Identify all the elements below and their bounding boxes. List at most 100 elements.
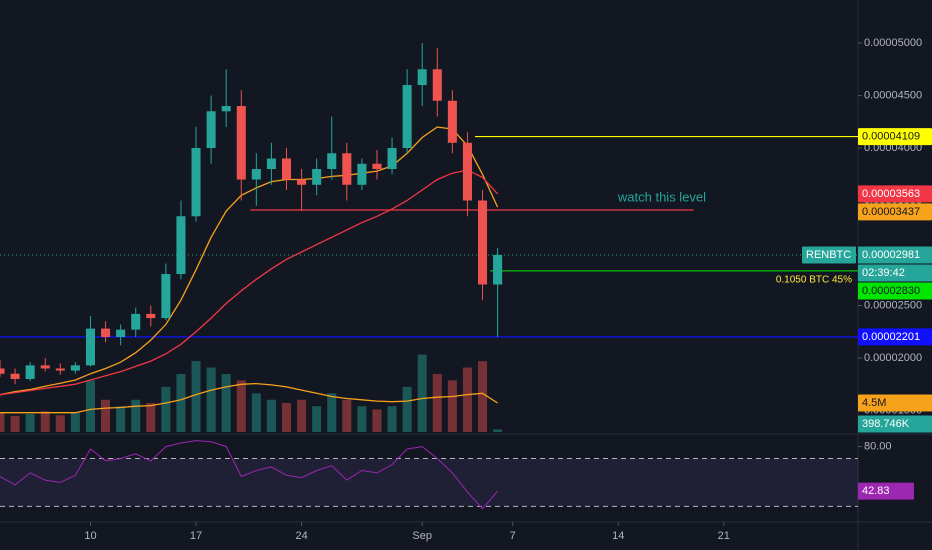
volume-bar [372, 409, 382, 432]
x-tick-label: 17 [190, 530, 202, 542]
candle-body [387, 148, 397, 170]
countdown-label-box [858, 264, 932, 282]
candle-body [236, 106, 246, 180]
candle-body [493, 255, 503, 285]
volume-bar [387, 406, 397, 432]
position-label-box [858, 282, 932, 300]
volume-bar [327, 393, 337, 432]
candle-body [327, 153, 337, 170]
candle-body [116, 329, 126, 337]
volume-ma-label: 4.5M [862, 397, 886, 409]
moving-average [0, 126, 499, 396]
volume-bar [447, 380, 457, 432]
y-tick-label: 0.00005000 [864, 37, 922, 49]
volume-bar [70, 412, 80, 432]
volume-bar [85, 380, 95, 432]
symbol-label-box [802, 246, 856, 264]
volume-bar [281, 402, 292, 432]
volume-bar [417, 354, 427, 432]
line-label: 0.00004109 [862, 130, 920, 142]
volume-bar [191, 361, 201, 432]
candle-body [70, 365, 80, 371]
y-tick-label: 0.00002500 [864, 299, 922, 311]
line-label-box [858, 328, 932, 346]
position-label: 0.00002830 [862, 285, 920, 297]
candle-body [40, 365, 50, 369]
rsi-label: 42.83 [862, 485, 890, 497]
annotation: watch this level [617, 189, 706, 204]
candle-body [478, 200, 488, 285]
volume-bar [297, 399, 307, 432]
volume-bar [493, 429, 503, 432]
x-tick-label: 24 [295, 530, 307, 542]
candle-body [402, 85, 412, 149]
line-label-box [858, 128, 932, 146]
volume-bar [312, 406, 322, 432]
candle-body [131, 313, 141, 330]
candle-body [312, 169, 322, 185]
volume-bar [55, 415, 65, 432]
rsi-line [0, 440, 498, 510]
volume-bar [161, 386, 171, 432]
candle-body [432, 69, 442, 101]
rsi-band-fill [0, 458, 858, 507]
volume-label-box [858, 415, 932, 433]
candle-body [85, 328, 95, 366]
volume-bar [357, 406, 367, 432]
x-tick-label: 21 [718, 530, 730, 542]
candle-body [462, 142, 472, 201]
candle-body [266, 158, 276, 170]
candle-body [372, 163, 382, 170]
candle-body [206, 111, 216, 149]
candle-body [342, 153, 352, 185]
symbol-label: RENBTC [806, 249, 851, 261]
volume-bar [101, 399, 111, 432]
candle-body [161, 274, 171, 319]
candle-body [281, 158, 292, 180]
line-label: 0.00002201 [862, 331, 920, 343]
y-tick-label: 0.00004500 [864, 89, 922, 101]
y-tick-label: 0.00002000 [864, 352, 922, 364]
ma-label: 0.00003437 [862, 206, 920, 218]
moving-average [0, 169, 499, 396]
x-tick-label: Sep [412, 530, 432, 542]
volume-bar [251, 393, 261, 432]
volume-bar [478, 361, 488, 432]
volume-bar [146, 402, 156, 432]
ma-label: 0.00003563 [862, 188, 920, 200]
candle-body [447, 100, 457, 143]
x-tick-label: 10 [84, 530, 96, 542]
volume-bar [0, 412, 5, 432]
candle-body [25, 365, 35, 379]
candle-body [0, 368, 5, 374]
candle-body [191, 148, 201, 217]
last-price-label-box [858, 246, 932, 264]
x-tick-label: 7 [510, 530, 516, 542]
ma-label-box [858, 185, 932, 203]
ma-label-box [858, 203, 932, 221]
x-tick-label: 14 [612, 530, 624, 542]
volume-bar [342, 399, 352, 432]
volume-bar [462, 367, 472, 432]
volume-bar [25, 413, 35, 432]
last-price-label: 0.00002981 [862, 249, 920, 261]
volume-label: 398.746K [862, 418, 910, 430]
volume-bar [266, 399, 276, 432]
countdown-label: 02:39:42 [862, 267, 905, 279]
volume-bar [176, 373, 186, 432]
volume-bar [40, 411, 50, 432]
candle-body [221, 106, 231, 112]
volume-ma-label-box [858, 394, 932, 412]
candle-body [251, 169, 261, 180]
rsi-tick-label: 80.00 [864, 440, 892, 452]
candle-body [101, 328, 111, 337]
candle-body [417, 69, 427, 86]
candle-body [146, 313, 156, 319]
volume-bar [221, 373, 231, 432]
volume-bar [10, 415, 20, 432]
candle-body [55, 368, 65, 371]
volume-ma-line [0, 382, 498, 414]
candle-body [176, 216, 186, 275]
volume-bar [236, 380, 246, 432]
